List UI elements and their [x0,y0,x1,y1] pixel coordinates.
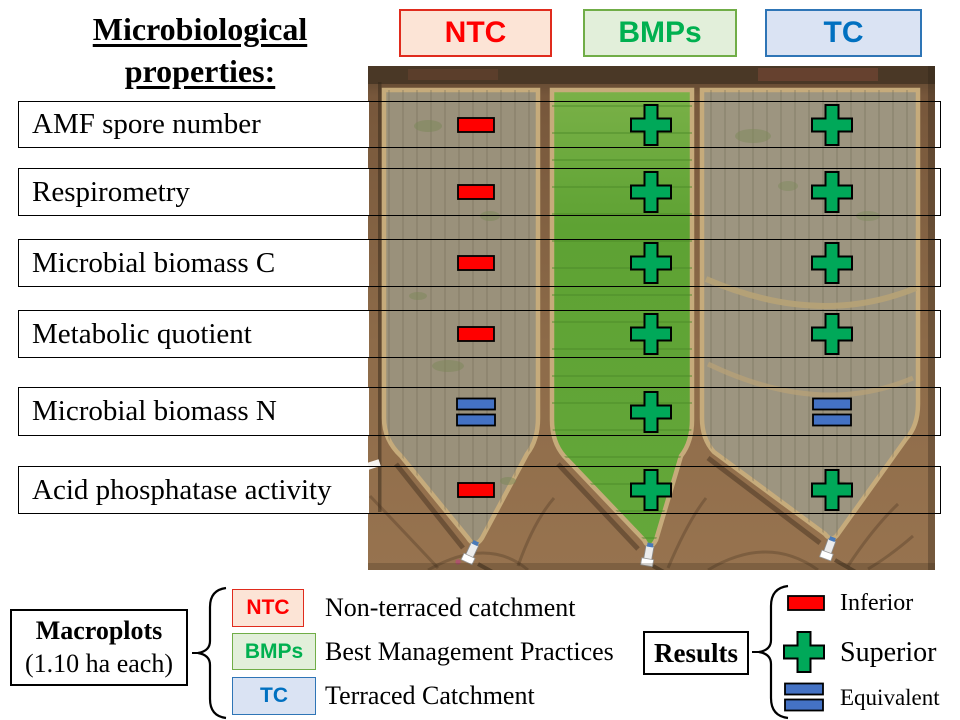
result-symbol-tc [810,312,854,356]
property-row-respirometry: Respirometry [18,168,941,216]
page-title-line1: Microbiological [92,11,308,47]
legend-symbol-superior [782,630,826,674]
property-row-amf: AMF spore number [18,101,941,148]
result-symbol-tc [810,170,854,214]
macroplots-subtitle: (1.10 ha each) [25,648,173,678]
flume-pink-dot [455,559,461,565]
mini-box-tc: TC [232,677,316,715]
page-title-line2: properties: [124,53,276,90]
result-symbol-ntc [457,116,495,133]
macroplots-desc-bmps: Best Management Practices [325,637,614,666]
legend-label-equivalent: Equivalent [840,685,940,710]
property-label: Acid phosphatase activity [32,473,332,506]
macroplots-desc-tc: Terraced Catchment [325,681,535,710]
result-symbol-bmps [629,170,673,214]
legend-label-inferior: Inferior [840,590,914,616]
right-brace [752,584,789,720]
macroplots-desc-ntc: Non-terraced catchment [325,593,576,622]
result-symbol-tc [812,397,852,426]
left-furrow [378,82,382,512]
result-symbol-ntc [456,397,496,426]
column-header-ntc: NTC [399,9,552,57]
result-symbol-ntc [457,482,495,498]
column-header-tc: TC [765,9,922,57]
bottom-edge-shade [368,563,935,570]
mini-box-bmps: BMPs [232,633,316,670]
terrace-arc-1 [704,276,918,309]
page-title: Microbiological properties: [58,8,342,92]
column-header-bmps: BMPs [583,9,737,57]
result-symbol-tc [810,103,854,147]
result-symbol-ntc [457,184,495,200]
property-label: Metabolic quotient [32,317,252,350]
result-symbol-tc [810,468,854,512]
property-label: Microbial biomass N [32,395,277,427]
legend-symbol-inferior [787,595,825,611]
macroplots-box: Macroplots (1.10 ha each) [10,609,188,686]
property-row-biomass-n: Microbial biomass N [18,387,941,436]
result-symbol-ntc [457,255,495,271]
result-symbol-ntc [457,326,495,342]
property-row-metabolic: Metabolic quotient [18,310,941,358]
road-red-patch [758,68,878,81]
property-label: Microbial biomass C [32,246,276,279]
left-brace [192,586,227,720]
property-label: Respirometry [32,175,190,208]
property-row-phosphatase: Acid phosphatase activity [18,466,941,514]
result-symbol-bmps [629,241,673,285]
result-symbol-bmps [629,468,673,512]
results-box: Results [643,631,749,675]
macroplots-title: Macroplots [35,616,163,645]
property-label: AMF spore number [32,108,261,140]
mini-box-ntc: NTC [232,589,304,627]
property-row-biomass-c: Microbial biomass C [18,239,941,287]
flume-markers [455,536,857,570]
result-symbol-bmps [629,312,673,356]
legend-symbol-equivalent [784,682,824,712]
legend-label-superior: Superior [840,637,937,668]
result-symbol-bmps [629,103,673,147]
result-symbol-tc [810,241,854,285]
result-symbol-bmps [629,390,673,434]
road-dark-patch [408,69,498,80]
